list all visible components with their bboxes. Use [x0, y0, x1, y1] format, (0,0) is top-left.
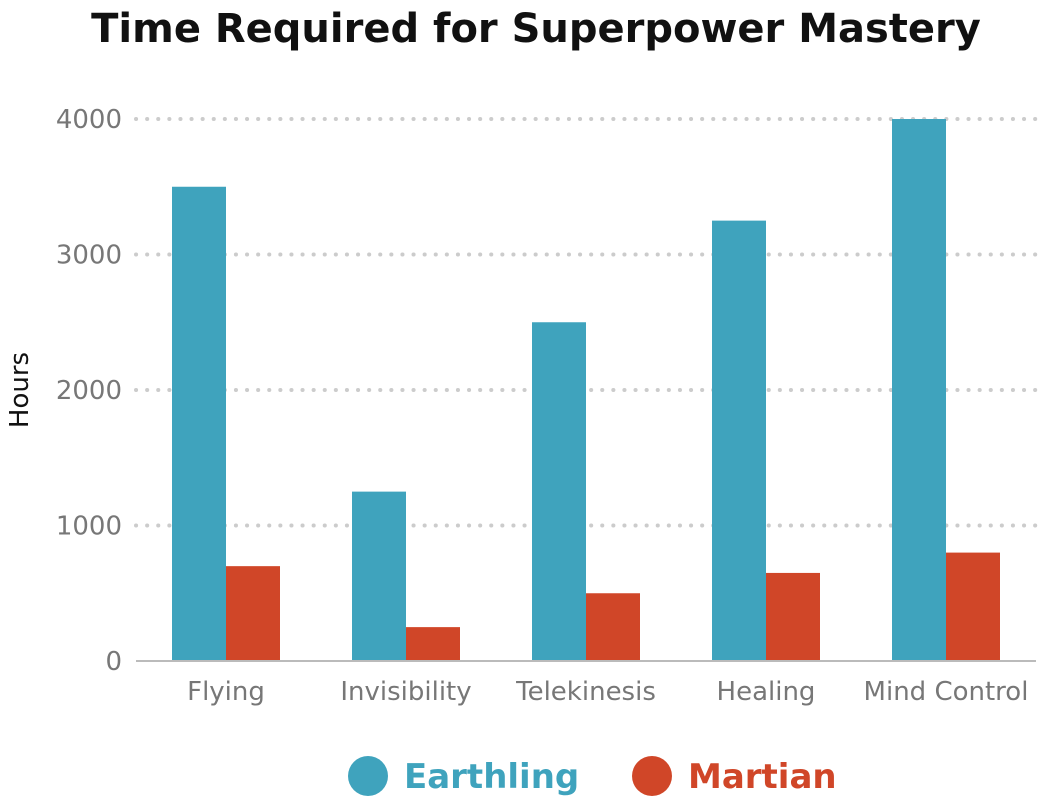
x-tick-label: Flying	[187, 677, 265, 707]
bar-earthling-mind-control	[892, 119, 946, 661]
y-tick-label: 4000	[56, 105, 122, 135]
y-tick-label: 1000	[56, 512, 122, 542]
x-tick-label: Mind Control	[864, 677, 1029, 707]
bar-martian-flying	[226, 566, 280, 661]
y-tick-label: 0	[105, 647, 122, 677]
x-tick-label: Invisibility	[340, 677, 471, 707]
legend-label-martian: Martian	[688, 757, 837, 797]
chart-title: Time Required for Superpower Mastery	[91, 6, 981, 52]
x-axis-ticks: Flying Invisibility Telekinesis Healing Mind…	[187, 677, 1028, 707]
bars	[172, 119, 1000, 661]
legend-marker-earthling	[348, 756, 388, 796]
x-tick-label: Telekinesis	[515, 677, 656, 707]
y-tick-label: 3000	[56, 241, 122, 271]
y-axis-ticks: 0 1000 2000 3000 4000	[56, 105, 122, 677]
bar-martian-healing	[766, 572, 820, 661]
bar-martian-invisibility	[406, 627, 460, 661]
bar-earthling-flying	[172, 186, 226, 661]
bar-martian-telekinesis	[586, 593, 640, 661]
bar-martian-mind-control	[946, 552, 1000, 661]
y-axis-label: Hours	[5, 352, 35, 428]
legend-marker-martian	[632, 756, 672, 796]
y-tick-label: 2000	[56, 376, 122, 406]
bar-earthling-healing	[712, 220, 766, 661]
bar-earthling-invisibility	[352, 491, 406, 661]
legend-label-earthling: Earthling	[404, 757, 579, 797]
x-tick-label: Healing	[717, 677, 816, 707]
bar-earthling-telekinesis	[532, 322, 586, 661]
legend: Earthling Martian	[348, 756, 837, 797]
